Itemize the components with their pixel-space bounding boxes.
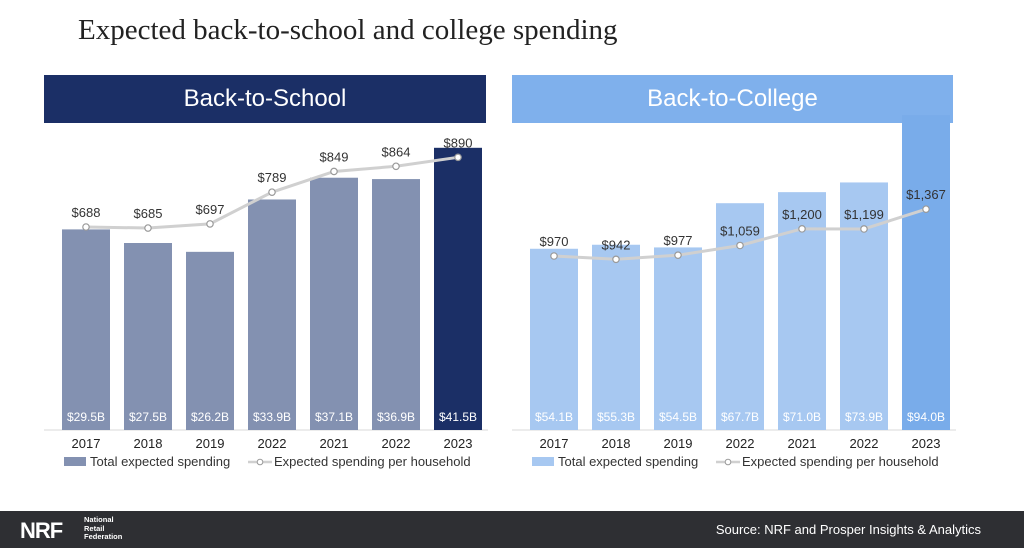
college-legend-bar-swatch	[532, 457, 554, 466]
college-bar-0	[530, 248, 578, 430]
school-line-point-4	[330, 167, 338, 176]
school-bar-4	[310, 177, 358, 430]
school-bar-5	[372, 179, 420, 430]
college-line-label-0: $970	[540, 234, 569, 249]
college-legend-line-label: Expected spending per household	[742, 454, 939, 469]
college-line-point-5	[860, 225, 868, 233]
school-tick-label-0: 2017	[72, 436, 101, 451]
school-tick-label-2: 2019	[196, 436, 225, 451]
college-line-point-1	[612, 255, 620, 264]
school-line-point-3	[268, 188, 276, 196]
college-chart: $54.1B 2017 $55.3B 2018 $54.5B 2019 $67.7B 2022…	[512, 115, 956, 469]
college-bar-label-4: $71.0B	[783, 410, 821, 424]
college-tick-label-3: 2022	[726, 436, 755, 451]
school-chart: $29.5B 2017 $27.5B 2018 $26.2B 2019 $33.9B 2022…	[44, 135, 488, 469]
school-bar-label-5: $36.9B	[377, 410, 415, 424]
school-line-point-0	[82, 223, 90, 231]
college-line-point-6	[922, 205, 930, 213]
college-tick-label-0: 2017	[540, 436, 569, 451]
school-line-label-6: $890	[444, 135, 473, 150]
school-bar-label-2: $26.2B	[191, 410, 229, 424]
school-line-label-4: $849	[320, 149, 349, 164]
school-tick-label-4: 2021	[320, 436, 349, 451]
school-line-label-5: $864	[382, 144, 411, 159]
college-bar-label-1: $55.3B	[597, 410, 635, 424]
college-bar-label-6: $94.0B	[907, 410, 945, 424]
college-legend-line-marker	[724, 458, 732, 466]
college-bar-2	[654, 247, 702, 430]
college-tick-label-5: 2022	[850, 436, 879, 451]
page-title: Expected back-to-school and college spen…	[78, 14, 618, 46]
college-line-label-6: $1,367	[906, 187, 946, 202]
school-legend-line-label: Expected spending per household	[274, 454, 471, 469]
college-line-label-5: $1,199	[844, 207, 884, 222]
school-tick-label-5: 2022	[382, 436, 411, 451]
college-bar-label-5: $73.9B	[845, 410, 883, 424]
school-bar-label-1: $27.5B	[129, 410, 167, 424]
college-line-label-3: $1,059	[720, 223, 760, 238]
college-line-label-4: $1,200	[782, 207, 822, 222]
nrf-logo: NRF	[20, 518, 63, 543]
school-legend-bar-label: Total expected spending	[90, 454, 230, 469]
school-legend-bar-swatch	[64, 457, 86, 466]
school-line-point-1	[144, 224, 152, 232]
nrf-logo-subtitle: National Retail Federation	[84, 515, 123, 541]
college-line-point-2	[674, 251, 682, 259]
school-legend-line-marker	[256, 458, 264, 466]
footer-bar: NRF National Retail Federation Source: N…	[0, 511, 1024, 548]
college-bar-label-0: $54.1B	[535, 410, 573, 424]
college-tick-label-1: 2018	[602, 436, 631, 451]
college-line-label-1: $942	[602, 237, 631, 252]
college-bar-1	[592, 244, 640, 430]
school-bar-label-0: $29.5B	[67, 410, 105, 424]
school-bar-6	[434, 147, 482, 431]
source-note: Source: NRF and Prosper Insights & Analy…	[715, 522, 981, 537]
college-legend-bar-label: Total expected spending	[558, 454, 698, 469]
college-bar-label-3: $67.7B	[721, 410, 759, 424]
school-bar-label-3: $33.9B	[253, 410, 291, 424]
school-bar-1	[124, 243, 172, 430]
college-line-point-0	[550, 252, 558, 260]
school-bar-label-6: $41.5B	[439, 410, 477, 424]
school-bar-0	[62, 229, 110, 430]
school-bar-label-4: $37.1B	[315, 410, 353, 424]
school-tick-label-3: 2022	[258, 436, 287, 451]
school-bar-3	[248, 199, 296, 430]
college-tick-label-6: 2023	[912, 436, 941, 451]
school-line-point-5	[392, 162, 400, 171]
college-line-point-3	[736, 241, 744, 250]
school-tick-label-6: 2023	[444, 436, 473, 451]
school-line-point-2	[206, 220, 214, 228]
school-line-label-3: $789	[258, 170, 287, 185]
college-banner: Back-to-College	[512, 75, 953, 123]
college-bar-label-2: $54.5B	[659, 410, 697, 424]
school-line-label-2: $697	[196, 202, 225, 217]
school-tick-label-1: 2018	[134, 436, 163, 451]
school-line-point-6	[454, 153, 462, 162]
college-tick-label-4: 2021	[788, 436, 817, 451]
college-tick-label-2: 2019	[664, 436, 693, 451]
college-line-label-2: $977	[664, 233, 693, 248]
college-line-point-4	[798, 225, 806, 233]
school-bar-2	[186, 251, 234, 430]
school-line-label-0: $688	[72, 205, 101, 220]
college-bar-6	[902, 115, 950, 430]
school-banner: Back-to-School	[44, 75, 486, 123]
school-line-label-1: $685	[134, 206, 163, 221]
